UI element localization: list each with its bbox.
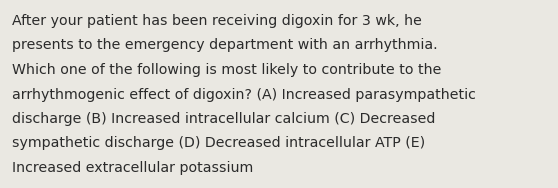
Text: arrhythmogenic effect of digoxin? (A) Increased parasympathetic: arrhythmogenic effect of digoxin? (A) In… [12, 87, 476, 102]
Text: presents to the emergency department with an arrhythmia.: presents to the emergency department wit… [12, 39, 437, 52]
Text: Increased extracellular potassium: Increased extracellular potassium [12, 161, 253, 175]
Text: discharge (B) Increased intracellular calcium (C) Decreased: discharge (B) Increased intracellular ca… [12, 112, 435, 126]
Text: Which one of the following is most likely to contribute to the: Which one of the following is most likel… [12, 63, 441, 77]
Text: sympathetic discharge (D) Decreased intracellular ATP (E): sympathetic discharge (D) Decreased intr… [12, 136, 425, 151]
Text: After your patient has been receiving digoxin for 3 wk, he: After your patient has been receiving di… [12, 14, 422, 28]
